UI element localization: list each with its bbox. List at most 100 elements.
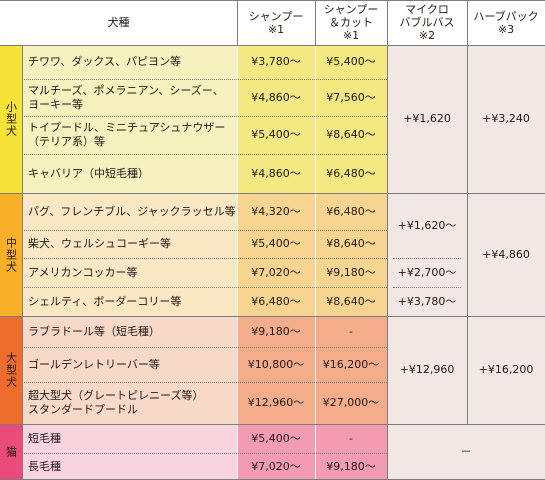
table-divider bbox=[0, 193, 545, 194]
shampoo-cut-price-text: ¥6,480～ bbox=[326, 204, 376, 218]
table-divider bbox=[22, 347, 387, 348]
category-medium-dog: 中型犬 bbox=[0, 193, 22, 316]
table-divider bbox=[22, 116, 387, 117]
breed-cell-text: チワワ、ダックス、パピヨン等 bbox=[28, 55, 182, 68]
category-small-dog: 小型犬 bbox=[0, 45, 22, 193]
shampoo-cut-price: ¥6,480～ bbox=[315, 154, 387, 193]
large-micro-bubble-price: +¥12,960 bbox=[387, 316, 467, 424]
breed-cell-text: キャバリア（中短毛種） bbox=[28, 166, 149, 180]
shampoo-cut-price: ¥8,640～ bbox=[315, 116, 387, 154]
table-divider bbox=[0, 45, 545, 46]
breed-cell: 長毛種 bbox=[22, 453, 237, 480]
category-cat-text: 猫 bbox=[4, 446, 18, 458]
shampoo-price-text: ¥9,180～ bbox=[251, 324, 301, 338]
table-divider bbox=[393, 287, 461, 288]
breed-cell-text: 超大型犬（グレートピレニーズ等） スタンダードプードル bbox=[28, 389, 204, 416]
table-divider bbox=[22, 154, 387, 155]
category-small-dog-text: 小型犬 bbox=[4, 101, 18, 137]
breed-cell: 短毛種 bbox=[22, 424, 237, 453]
shampoo-price: ¥12,960～ bbox=[237, 382, 315, 424]
shampoo-price: ¥5,400～ bbox=[237, 424, 315, 453]
breed-cell-text: ラブラドール等（短毛種） bbox=[28, 324, 160, 338]
breed-cell-text: アメリカンコッカー等 bbox=[28, 265, 138, 279]
large-herb-pack-price-text: +¥16,200 bbox=[478, 363, 534, 376]
shampoo-price: ¥7,020～ bbox=[237, 453, 315, 480]
breed-cell: トイプードル、ミニチュアシュナウザー （テリア系）等 bbox=[22, 116, 237, 154]
header-shampoo-cut-text: シャンプー ＆カット ※1 bbox=[323, 3, 379, 42]
table-divider bbox=[315, 45, 316, 480]
shampoo-price-text: ¥10,800～ bbox=[247, 357, 305, 371]
table-divider bbox=[22, 382, 387, 383]
shampoo-price-text: ¥4,320～ bbox=[251, 204, 301, 218]
shampoo-price: ¥4,320～ bbox=[237, 193, 315, 230]
breed-cell-text: 長毛種 bbox=[28, 459, 61, 473]
large-herb-pack-price: +¥16,200 bbox=[467, 316, 545, 424]
shampoo-price: ¥4,860～ bbox=[237, 79, 315, 116]
table-divider bbox=[22, 45, 23, 480]
small-herb-pack-price: +¥3,240 bbox=[467, 45, 545, 193]
shampoo-cut-price: ¥8,640～ bbox=[315, 230, 387, 258]
shampoo-price: ¥6,480～ bbox=[237, 287, 315, 316]
shampoo-cut-price-text: ¥5,400～ bbox=[326, 55, 376, 68]
category-large-dog: 大型犬 bbox=[0, 316, 22, 424]
shampoo-cut-price: ¥27,000～ bbox=[315, 382, 387, 424]
header-breed-text: 犬種 bbox=[107, 16, 130, 29]
shampoo-price-text: ¥4,860～ bbox=[251, 166, 301, 180]
breed-cell-text: パグ、フレンチブル、ジャックラッセル等 bbox=[28, 204, 236, 218]
shampoo-cut-price-text: ¥16,200～ bbox=[322, 357, 380, 371]
small-micro-bubble-price-text: +¥1,620 bbox=[403, 112, 451, 125]
shampoo-price-text: ¥5,400～ bbox=[251, 431, 301, 445]
breed-cell-text: ゴールデンレトリーバー等 bbox=[28, 357, 160, 371]
shampoo-price: ¥5,400～ bbox=[237, 230, 315, 258]
breed-cell-text: 短毛種 bbox=[28, 431, 61, 445]
breed-cell: ゴールデンレトリーバー等 bbox=[22, 347, 237, 382]
header-micro-bubble: マイクロ バブルバス ※2 bbox=[387, 0, 467, 45]
shampoo-cut-price-text: - bbox=[349, 324, 353, 338]
table-divider bbox=[22, 453, 387, 454]
cat-option-price-text: － bbox=[460, 445, 472, 458]
table-divider bbox=[0, 424, 545, 425]
category-large-dog-text: 大型犬 bbox=[4, 352, 18, 388]
table-divider bbox=[237, 45, 238, 480]
shampoo-cut-price: ¥6,480～ bbox=[315, 193, 387, 230]
shampoo-cut-price-text: ¥27,000～ bbox=[322, 396, 380, 409]
medium-herb-pack-price: +¥4,860 bbox=[467, 193, 545, 316]
shampoo-cut-price-text: - bbox=[349, 431, 353, 445]
shampoo-price-text: ¥12,960～ bbox=[247, 396, 305, 409]
breed-cell: パグ、フレンチブル、ジャックラッセル等 bbox=[22, 193, 237, 230]
shampoo-cut-price: - bbox=[315, 424, 387, 453]
breed-cell: シェルティ、ボーダーコリー等 bbox=[22, 287, 237, 316]
header-micro-bubble-text: マイクロ バブルバス ※2 bbox=[399, 3, 455, 42]
shampoo-cut-price: - bbox=[315, 316, 387, 347]
breed-cell: マルチーズ、ポメラニアン、シーズー、 ヨーキー等 bbox=[22, 79, 237, 116]
shampoo-cut-price-text: ¥8,640～ bbox=[326, 294, 376, 308]
shampoo-price: ¥7,020～ bbox=[237, 258, 315, 287]
small-micro-bubble-price: +¥1,620 bbox=[387, 45, 467, 193]
shampoo-price: ¥9,180～ bbox=[237, 316, 315, 347]
table-divider bbox=[315, 0, 316, 45]
category-medium-dog-text: 中型犬 bbox=[4, 236, 18, 273]
shampoo-cut-price-text: ¥8,640～ bbox=[326, 128, 376, 141]
breed-cell-text: トイプードル、ミニチュアシュナウザー （テリア系）等 bbox=[28, 121, 226, 148]
medium-micro-bubble-price-3: +¥3,780～ bbox=[387, 287, 467, 316]
breed-cell-text: シェルティ、ボーダーコリー等 bbox=[28, 294, 182, 308]
medium-micro-bubble-price-3-text: +¥3,780～ bbox=[397, 294, 457, 308]
shampoo-cut-price: ¥5,400～ bbox=[315, 45, 387, 79]
header-shampoo-cut: シャンプー ＆カット ※1 bbox=[315, 0, 387, 45]
shampoo-price: ¥5,400～ bbox=[237, 116, 315, 154]
shampoo-cut-price-text: ¥9,180～ bbox=[326, 459, 376, 473]
shampoo-cut-price-text: ¥9,180～ bbox=[326, 265, 376, 279]
table-divider bbox=[22, 230, 387, 231]
medium-micro-bubble-price-2-text: +¥2,700～ bbox=[397, 265, 457, 279]
small-herb-pack-price-text: +¥3,240 bbox=[482, 112, 530, 125]
cat-option-price: － bbox=[387, 424, 545, 480]
table-divider bbox=[237, 0, 238, 45]
shampoo-price-text: ¥7,020～ bbox=[251, 459, 301, 473]
shampoo-cut-price: ¥16,200～ bbox=[315, 347, 387, 382]
shampoo-price-text: ¥6,480～ bbox=[251, 294, 301, 308]
medium-micro-bubble-price-1-text: +¥1,620～ bbox=[397, 218, 457, 232]
header-shampoo-text: シャンプー ※1 bbox=[248, 9, 304, 36]
breed-cell: ラブラドール等（短毛種） bbox=[22, 316, 237, 347]
breed-cell: 柴犬、ウェルシュコーギー等 bbox=[22, 230, 237, 258]
